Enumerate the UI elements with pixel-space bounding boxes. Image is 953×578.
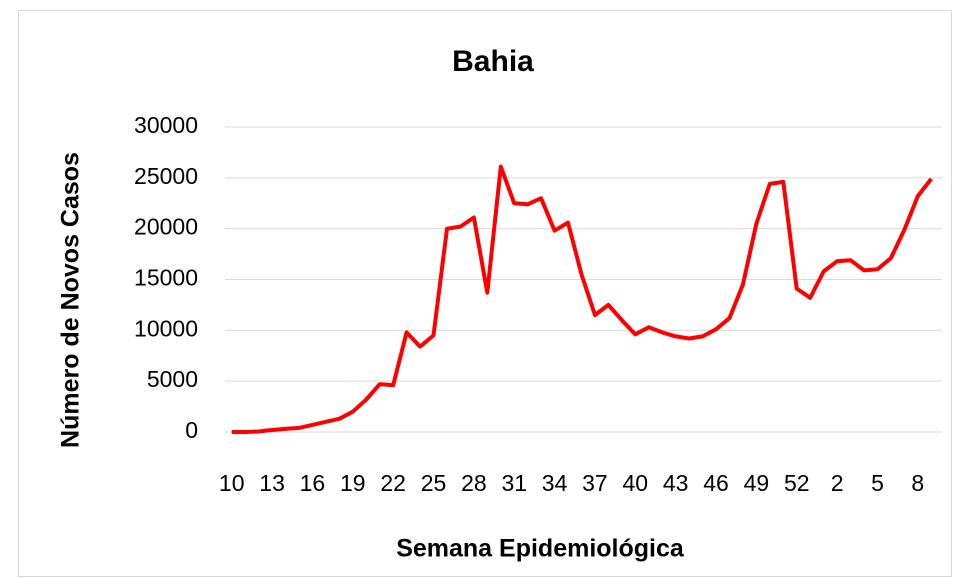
data-line (231, 164, 933, 434)
x-tick-label: 16 (300, 470, 326, 496)
x-tick-label: 46 (703, 470, 729, 496)
x-tick-label: 22 (380, 470, 406, 496)
x-tick-label: 49 (744, 470, 770, 496)
x-axis-title: Semana Epidemiológica (396, 535, 685, 563)
y-tick-label: 15000 (134, 265, 198, 291)
x-tick-label: 40 (623, 470, 649, 496)
x-tick-label: 37 (582, 470, 608, 496)
x-tick-label: 13 (259, 470, 285, 496)
x-tick-label: 25 (421, 470, 447, 496)
x-tick-label: 28 (461, 470, 487, 496)
x-tick-label: 19 (340, 470, 366, 496)
y-tick-label: 5000 (147, 366, 198, 392)
x-tick-label: 5 (871, 470, 884, 496)
chart-frame (18, 10, 952, 577)
x-tick-label: 10 (219, 470, 245, 496)
y-tick-label: 30000 (134, 112, 198, 138)
y-tick-label: 20000 (134, 214, 198, 240)
chart-title: Bahia (452, 45, 534, 78)
x-tick-label: 34 (542, 470, 568, 496)
y-axis-title: Número de Novos Casos (57, 152, 85, 448)
y-tick-label: 10000 (134, 315, 198, 341)
x-tick-label: 2 (831, 470, 844, 496)
x-tick-label: 8 (911, 470, 924, 496)
y-tick-label: 25000 (134, 163, 198, 189)
y-tick-label: 0 (185, 417, 198, 443)
x-tick-label: 31 (501, 470, 527, 496)
x-tick-label: 52 (784, 470, 810, 496)
x-tick-label: 43 (663, 470, 689, 496)
